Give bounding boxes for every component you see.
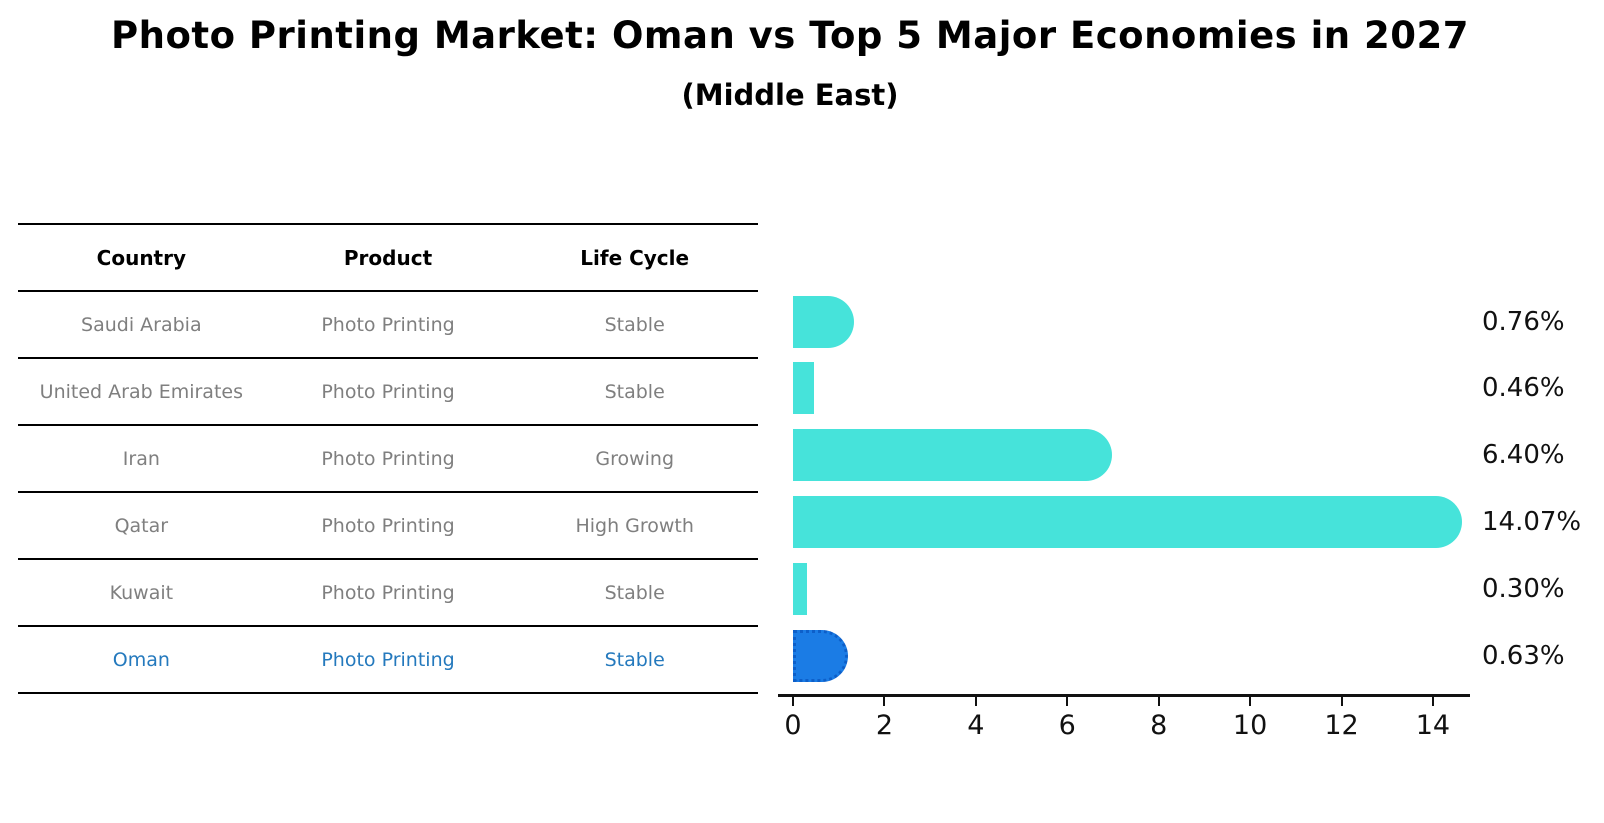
x-axis-tick-label: 14 xyxy=(1415,710,1451,741)
cell-country: United Arab Emirates xyxy=(39,380,243,403)
cell-product: Photo Printing xyxy=(321,648,455,671)
cell-life-cycle: Stable xyxy=(604,380,665,403)
table-row: Qatar Photo Printing High Growth xyxy=(18,493,758,560)
table-row: Iran Photo Printing Growing xyxy=(18,426,758,493)
cell-life-cycle: Stable xyxy=(604,648,665,671)
cell-life-cycle: Growing xyxy=(595,447,675,470)
cell-life-cycle: Stable xyxy=(604,581,665,604)
cell-product: Photo Printing xyxy=(321,447,455,470)
bar-value-label: 0.63% xyxy=(1482,641,1565,671)
bar-kuwait xyxy=(793,563,807,615)
bar-value-label: 6.40% xyxy=(1482,440,1565,470)
bar-value-label: 0.30% xyxy=(1482,574,1565,604)
x-axis-tick xyxy=(792,697,794,706)
cell-product: Photo Printing xyxy=(321,581,455,604)
x-axis-line xyxy=(778,694,1470,697)
x-axis-tick xyxy=(974,697,977,706)
x-axis-tick-label: 10 xyxy=(1232,710,1268,741)
bar-iran xyxy=(793,429,1112,481)
bar-qatar xyxy=(793,496,1463,548)
chart-title: Photo Printing Market: Oman vs Top 5 Maj… xyxy=(111,14,1469,57)
bar-value-label: 14.07% xyxy=(1482,507,1582,537)
column-header-product: Product xyxy=(343,245,433,270)
table-row: Saudi Arabia Photo Printing Stable xyxy=(18,292,758,359)
table-row: United Arab Emirates Photo Printing Stab… xyxy=(18,359,758,426)
cell-country: Iran xyxy=(122,447,160,470)
x-axis-tick-label: 12 xyxy=(1324,710,1359,741)
bar-value-label: 0.46% xyxy=(1482,373,1565,403)
x-axis-tick xyxy=(1249,697,1252,706)
x-axis-tick xyxy=(1340,697,1343,706)
column-header-life-cycle: Life Cycle xyxy=(580,245,690,270)
x-axis-tick-label: 4 xyxy=(967,710,985,741)
cell-country: Oman xyxy=(112,648,170,671)
x-axis-tick xyxy=(1431,697,1434,706)
x-axis-tick-label: 8 xyxy=(1150,710,1168,741)
cell-country: Kuwait xyxy=(109,581,174,604)
cell-product: Photo Printing xyxy=(321,514,455,537)
table-row: Kuwait Photo Printing Stable xyxy=(18,560,758,627)
cell-life-cycle: Stable xyxy=(604,313,665,336)
x-axis-tick xyxy=(883,697,886,706)
cell-product: Photo Printing xyxy=(321,313,455,336)
chart-subtitle: (Middle East) xyxy=(681,78,899,112)
bar-saudi-arabia xyxy=(793,296,854,348)
x-axis-tick-label: 0 xyxy=(784,710,802,741)
cell-life-cycle: High Growth xyxy=(575,514,694,537)
bar-oman-highlighted xyxy=(793,630,848,682)
cell-product: Photo Printing xyxy=(321,380,455,403)
country-info-table: Country Product Life Cycle Saudi Arabia … xyxy=(18,223,758,694)
bar-value-label: 0.76% xyxy=(1482,307,1565,337)
table-row-oman-highlight: Oman Photo Printing Stable xyxy=(18,627,758,694)
bar-united-arab-emirates xyxy=(793,362,815,414)
x-axis-tick xyxy=(1157,697,1160,706)
table-header-row: Country Product Life Cycle xyxy=(18,225,758,292)
cell-country: Qatar xyxy=(114,514,169,537)
x-axis-tick xyxy=(1066,697,1069,706)
x-axis-tick-label: 6 xyxy=(1058,710,1076,741)
column-header-country: Country xyxy=(96,245,187,270)
x-axis-tick-label: 2 xyxy=(875,710,893,741)
cell-country: Saudi Arabia xyxy=(81,313,202,336)
